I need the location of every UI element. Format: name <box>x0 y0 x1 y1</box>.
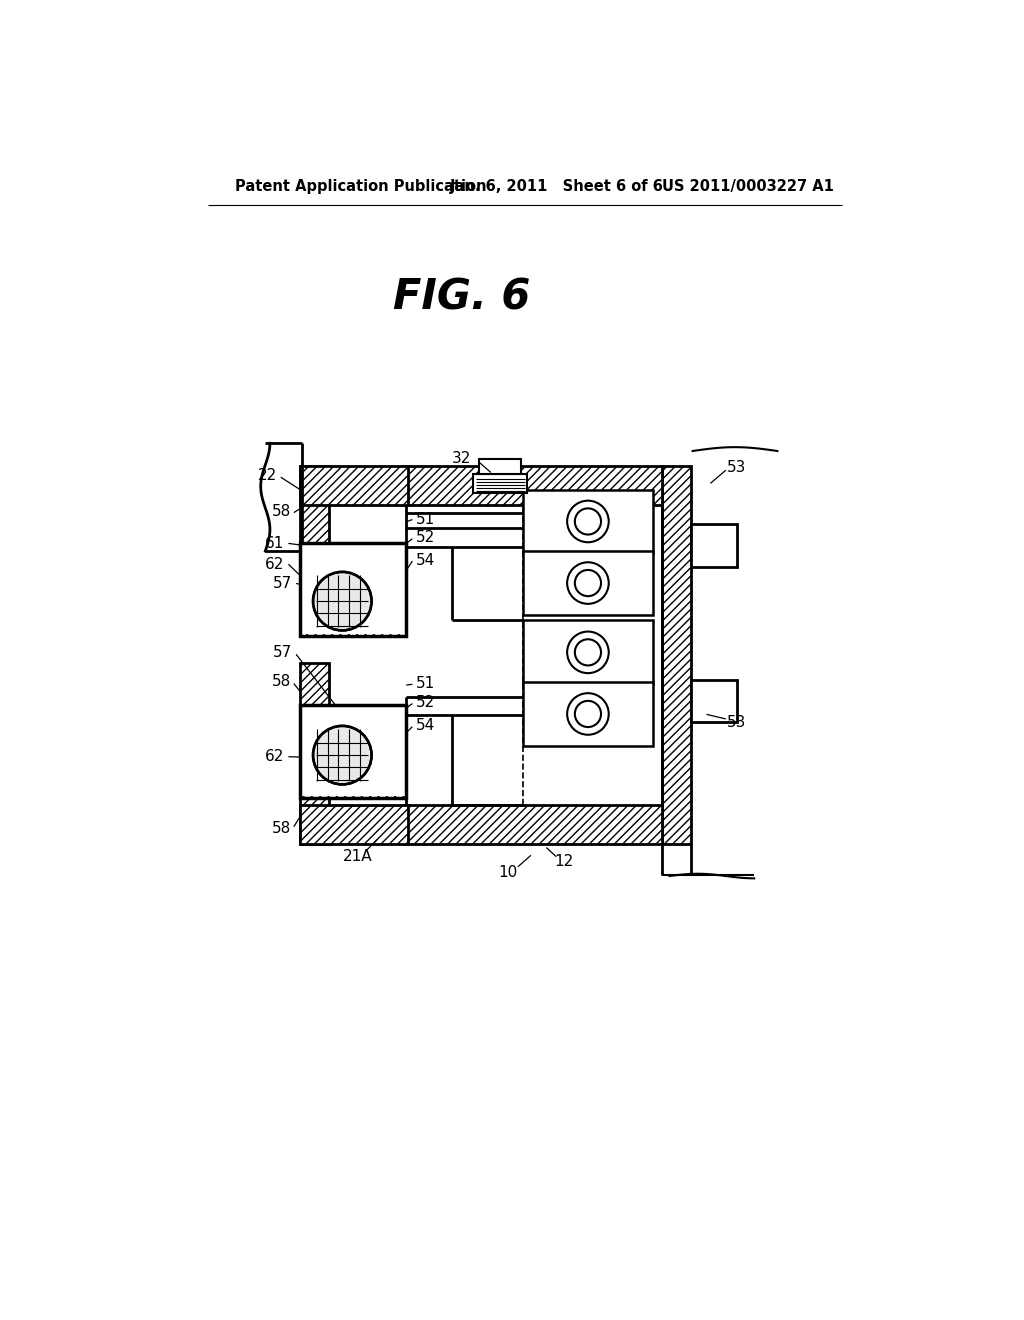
Text: 51: 51 <box>416 512 435 527</box>
Circle shape <box>574 508 601 535</box>
Bar <box>300 544 407 636</box>
Bar <box>662 466 691 843</box>
Circle shape <box>313 572 372 631</box>
Bar <box>403 805 662 843</box>
Circle shape <box>574 570 601 597</box>
Text: 53: 53 <box>727 461 746 475</box>
Circle shape <box>567 631 608 673</box>
Bar <box>403 805 662 843</box>
Text: 62: 62 <box>265 557 285 572</box>
Text: 61: 61 <box>265 536 285 550</box>
Circle shape <box>574 639 601 665</box>
Text: 58: 58 <box>271 821 291 836</box>
Text: 52: 52 <box>416 694 435 710</box>
Bar <box>691 524 737 566</box>
Text: 51: 51 <box>416 676 435 692</box>
Text: 53: 53 <box>727 714 746 730</box>
Bar <box>523 490 652 553</box>
Bar <box>523 552 652 615</box>
Circle shape <box>567 500 608 543</box>
Bar <box>300 466 330 544</box>
Circle shape <box>313 726 372 784</box>
Text: 62: 62 <box>265 750 285 764</box>
Text: 10: 10 <box>499 865 517 879</box>
Text: 58: 58 <box>271 675 291 689</box>
Bar <box>300 705 407 797</box>
Bar <box>403 466 662 506</box>
Bar <box>403 466 662 506</box>
Bar <box>691 680 737 722</box>
Bar <box>300 705 407 797</box>
Text: 52: 52 <box>416 529 435 545</box>
Bar <box>300 705 407 797</box>
Text: Patent Application Publication: Patent Application Publication <box>234 180 486 194</box>
Bar <box>300 663 330 843</box>
Circle shape <box>567 693 608 735</box>
Bar <box>300 805 408 843</box>
Text: 32: 32 <box>453 451 472 466</box>
Text: 57: 57 <box>273 645 292 660</box>
Text: 12: 12 <box>554 854 573 869</box>
Bar <box>301 545 404 635</box>
Bar <box>300 544 407 636</box>
Bar <box>300 466 408 506</box>
Bar <box>662 466 691 843</box>
Bar <box>372 755 407 763</box>
Bar <box>407 506 662 805</box>
Bar <box>300 466 330 544</box>
Text: 58: 58 <box>271 503 291 519</box>
Text: US 2011/0003227 A1: US 2011/0003227 A1 <box>662 180 834 194</box>
Text: 21A: 21A <box>343 849 373 865</box>
Text: 54: 54 <box>416 718 435 733</box>
Text: FIG. 6: FIG. 6 <box>393 276 530 318</box>
Bar <box>300 805 408 843</box>
Circle shape <box>567 562 608 603</box>
Bar <box>523 682 652 746</box>
Bar <box>300 544 407 636</box>
Bar <box>300 663 330 843</box>
Bar <box>300 466 408 506</box>
Bar <box>301 706 404 796</box>
Bar <box>479 459 521 474</box>
Bar <box>523 620 652 684</box>
Text: 54: 54 <box>416 553 435 568</box>
Circle shape <box>574 701 601 727</box>
Bar <box>372 601 407 610</box>
Text: Jan. 6, 2011   Sheet 6 of 6: Jan. 6, 2011 Sheet 6 of 6 <box>451 180 664 194</box>
Text: 22: 22 <box>258 469 276 483</box>
Bar <box>473 474 527 494</box>
Text: 57: 57 <box>273 576 292 591</box>
